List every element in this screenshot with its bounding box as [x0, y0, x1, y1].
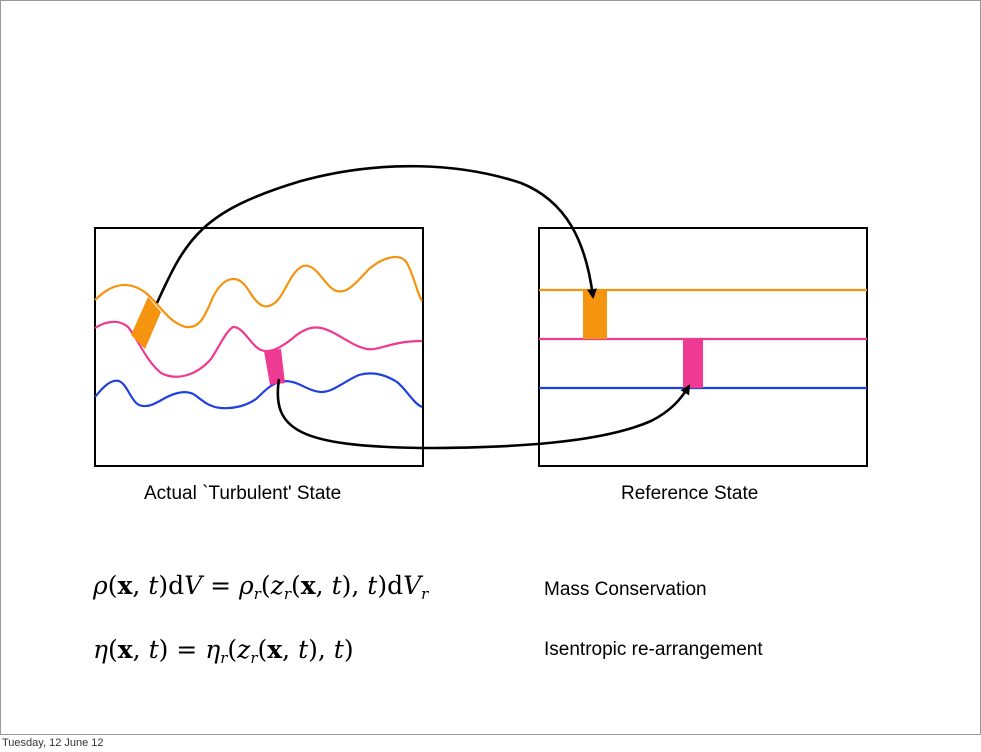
orange-parcel-arrow [155, 164, 597, 304]
mass-conservation-label: Mass Conservation [544, 579, 707, 600]
isentropic-label: Isentropic re-arrangement [544, 639, 763, 660]
blue-wavy-isopycnal [94, 372, 423, 410]
pink-wavy-isopycnal [94, 320, 423, 378]
actual-state-frame [94, 227, 424, 467]
pink-parcel-reference [683, 339, 703, 388]
orange-wavy-isopycnal [94, 255, 423, 329]
pink-parcel-arrow [276, 378, 691, 450]
actual-state-panel [94, 227, 424, 467]
reference-state-caption: Reference State [621, 483, 759, 504]
footer-date: Tuesday, 12 June 12 [2, 737, 104, 749]
reference-state-frame [538, 227, 868, 467]
actual-state-caption: Actual `Turbulent' State [144, 483, 342, 504]
reference-state-panel [538, 227, 868, 467]
pink-parcel-actual [264, 349, 285, 385]
isentropic-equation: η(x, t) = ηr(zr(x, t), t) [93, 635, 354, 667]
mass-conservation-equation: ρ(x, t)dV = ρr(zr(x, t), t)dVr [93, 571, 429, 603]
slide: Actual `Turbulent' State Reference State… [0, 0, 981, 735]
orange-parcel-actual [131, 297, 161, 349]
mixing-diagram [94, 164, 868, 467]
orange-parcel-reference [583, 290, 607, 339]
